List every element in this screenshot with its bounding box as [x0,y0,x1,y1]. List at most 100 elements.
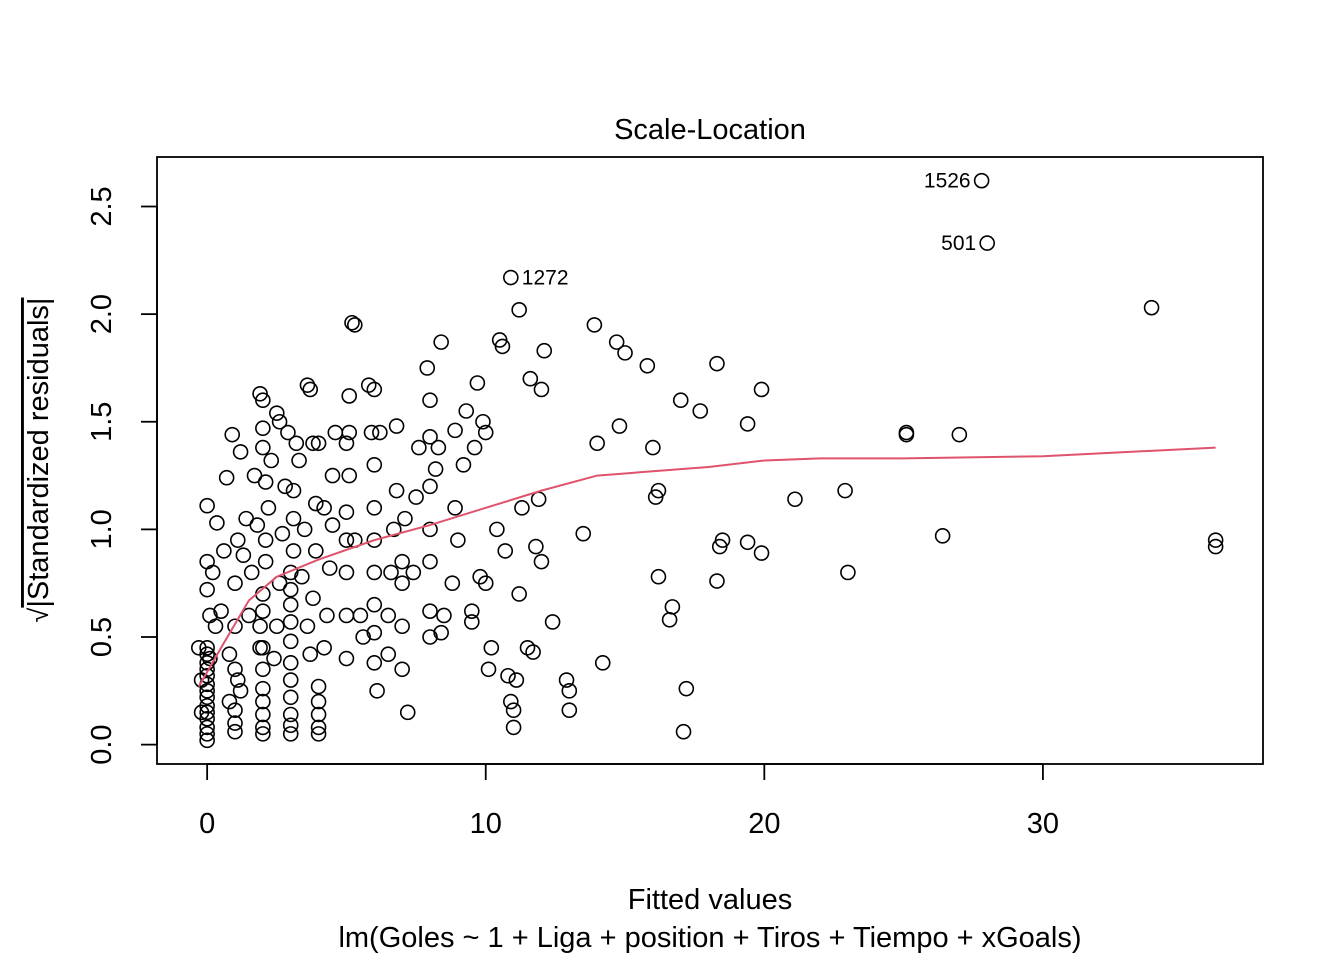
data-point [369,683,385,699]
data-point [227,702,243,718]
data-point [645,439,661,456]
data-point [483,639,500,656]
data-point [224,426,241,443]
data-point [324,517,341,533]
data-point [255,693,271,710]
data-point [282,614,299,630]
data-point [503,693,519,710]
data-point [307,543,324,559]
data-point [709,355,725,372]
data-point [282,564,299,581]
data-point [221,646,238,663]
data-point [753,545,770,561]
data-point [494,338,511,355]
data-point [383,564,399,581]
data-point [199,704,215,721]
data-point [199,581,215,598]
data-point [366,381,383,398]
data-point [739,534,756,551]
chart-title: Scale-Location [614,114,806,146]
data-point [218,469,235,486]
data-point [199,639,215,656]
data-point [1207,538,1224,555]
data-point [271,413,288,430]
x-tick-label: 20 [748,808,780,840]
data-point [296,521,313,538]
data-point [255,726,271,742]
data-point [199,667,215,684]
data-point [399,704,416,721]
data-point [294,568,310,585]
data-point [678,680,695,697]
data-point [422,629,438,645]
data-point [450,532,466,548]
data-point [394,575,410,591]
data-point [397,510,413,527]
data-point [316,639,332,656]
data-point [310,435,327,452]
data-point [837,482,853,499]
data-point [714,532,731,548]
data-point [388,418,405,434]
data-point [338,564,355,581]
data-point [266,650,282,667]
data-point [285,482,302,499]
data-point [489,521,505,538]
data-point [639,357,656,374]
data-point [505,719,522,736]
data-point [388,482,405,499]
data-point [282,689,299,706]
data-point [466,439,483,456]
data-point [255,706,271,723]
data-point [338,504,355,520]
data-point [464,614,480,630]
data-point [366,500,383,516]
data-point [232,683,249,699]
data-point [204,564,221,581]
data-point [255,639,271,656]
data-point [255,661,271,678]
data-point [458,403,475,419]
data-point [672,392,689,409]
data-point [282,726,299,742]
data-point [282,581,299,598]
data-point [227,575,243,591]
data-point [427,461,444,477]
data-point [650,568,667,585]
data-point [394,553,410,570]
data-point [477,424,494,441]
data-point [366,457,383,473]
data-point [575,525,592,542]
data-point [299,618,316,635]
data-point [594,655,611,671]
data-point [558,672,575,688]
data-point [257,553,274,570]
data-point [366,624,383,641]
data-point [346,317,363,333]
data-point [561,683,578,699]
y-tick-label: 2.0 [86,294,118,334]
data-point [338,435,355,452]
data-point [316,500,332,516]
data-point [380,646,397,663]
data-point [477,575,494,591]
data-point [199,719,215,736]
data-point [282,672,299,688]
data-point [319,607,335,624]
data-point [305,590,321,607]
y-tick-label: 1.5 [86,402,118,442]
data-point [199,732,215,749]
data-point [544,614,561,630]
data-point [444,575,461,591]
data-point [480,661,497,678]
data-point [310,719,327,736]
data-point [617,345,633,361]
data-point [422,553,438,570]
labeled-data-point [503,269,519,286]
data-point [525,644,541,660]
data-point [310,678,327,695]
data-point [229,672,246,688]
data-point [430,439,447,456]
data-point [338,650,355,667]
data-point [787,491,803,508]
